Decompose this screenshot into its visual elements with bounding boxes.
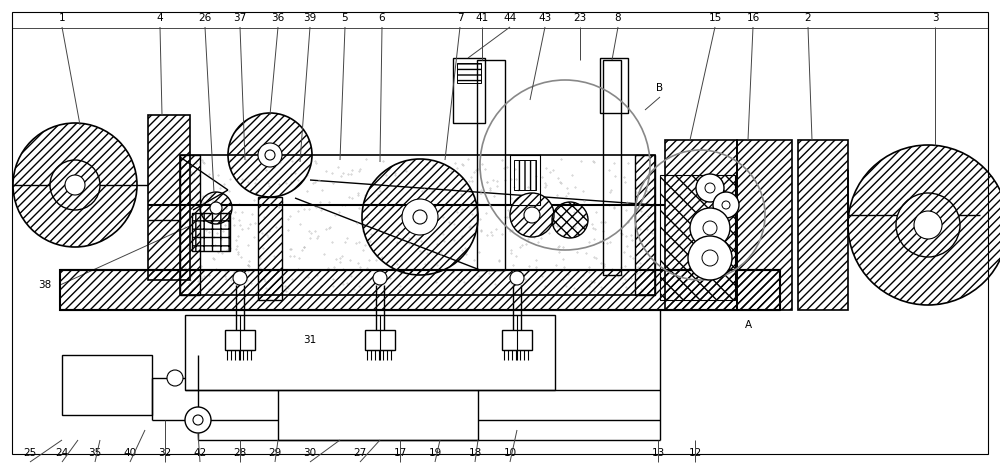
Text: 29: 29 — [268, 448, 282, 458]
Bar — [600, 58, 628, 113]
Text: 35: 35 — [88, 448, 102, 458]
Bar — [502, 330, 532, 350]
Text: 18: 18 — [468, 448, 482, 458]
Text: 32: 32 — [158, 448, 172, 458]
Circle shape — [210, 202, 222, 214]
Text: 27: 27 — [353, 448, 367, 458]
Text: 17: 17 — [393, 448, 407, 458]
Bar — [737, 140, 792, 310]
Text: 43: 43 — [538, 13, 552, 23]
Bar — [180, 155, 200, 295]
Text: 30: 30 — [303, 448, 317, 458]
Circle shape — [193, 415, 203, 425]
Text: 13: 13 — [651, 448, 665, 458]
Circle shape — [233, 271, 247, 285]
Circle shape — [705, 183, 715, 193]
Text: 16: 16 — [746, 13, 760, 23]
Bar — [660, 175, 735, 300]
Text: 7: 7 — [457, 13, 463, 23]
Text: 23: 23 — [573, 13, 587, 23]
Circle shape — [713, 192, 739, 218]
Bar — [180, 155, 655, 295]
Text: 19: 19 — [428, 448, 442, 458]
Circle shape — [696, 174, 724, 202]
Text: 37: 37 — [233, 13, 247, 23]
Circle shape — [402, 199, 438, 235]
Bar — [798, 140, 848, 310]
Text: 36: 36 — [271, 13, 285, 23]
Bar — [258, 197, 282, 300]
Text: 28: 28 — [233, 448, 247, 458]
Circle shape — [258, 143, 282, 167]
Text: 24: 24 — [55, 448, 69, 458]
Text: 5: 5 — [342, 13, 348, 23]
Bar — [665, 140, 737, 310]
Circle shape — [50, 160, 100, 210]
Text: 26: 26 — [198, 13, 212, 23]
Text: 25: 25 — [23, 448, 37, 458]
Text: B: B — [656, 83, 664, 93]
Bar — [635, 155, 655, 295]
Bar — [477, 60, 505, 270]
Bar — [510, 155, 540, 205]
Circle shape — [524, 207, 540, 223]
Circle shape — [896, 193, 960, 257]
Text: 31: 31 — [303, 335, 317, 345]
Bar — [62, 355, 152, 415]
Circle shape — [167, 370, 183, 386]
Circle shape — [65, 175, 85, 195]
Text: 12: 12 — [688, 448, 702, 458]
Text: 10: 10 — [503, 448, 517, 458]
Circle shape — [185, 407, 211, 433]
Bar — [457, 63, 481, 83]
Circle shape — [690, 208, 730, 248]
Bar — [225, 330, 255, 350]
Circle shape — [688, 236, 732, 280]
Text: 4: 4 — [157, 13, 163, 23]
Text: 8: 8 — [615, 13, 621, 23]
Text: 44: 44 — [503, 13, 517, 23]
Circle shape — [265, 150, 275, 160]
Circle shape — [702, 250, 718, 266]
Text: 3: 3 — [932, 13, 938, 23]
Bar — [60, 270, 780, 310]
Circle shape — [510, 193, 554, 237]
Bar — [148, 115, 190, 280]
Text: 6: 6 — [379, 13, 385, 23]
Text: 39: 39 — [303, 13, 317, 23]
Text: 40: 40 — [123, 448, 137, 458]
Circle shape — [413, 210, 427, 224]
Circle shape — [914, 211, 942, 239]
Bar — [514, 160, 536, 190]
Text: 38: 38 — [38, 280, 52, 290]
Bar — [453, 58, 485, 123]
Text: 1: 1 — [59, 13, 65, 23]
Bar — [365, 330, 395, 350]
Circle shape — [510, 271, 524, 285]
Text: 15: 15 — [708, 13, 722, 23]
Bar — [278, 390, 478, 440]
Text: 2: 2 — [805, 13, 811, 23]
Bar — [185, 315, 555, 390]
Circle shape — [373, 271, 387, 285]
Bar — [603, 60, 621, 275]
Text: A: A — [744, 320, 752, 330]
Text: 41: 41 — [475, 13, 489, 23]
Circle shape — [703, 221, 717, 235]
Bar — [192, 213, 230, 251]
Text: 42: 42 — [193, 448, 207, 458]
Circle shape — [722, 201, 730, 209]
